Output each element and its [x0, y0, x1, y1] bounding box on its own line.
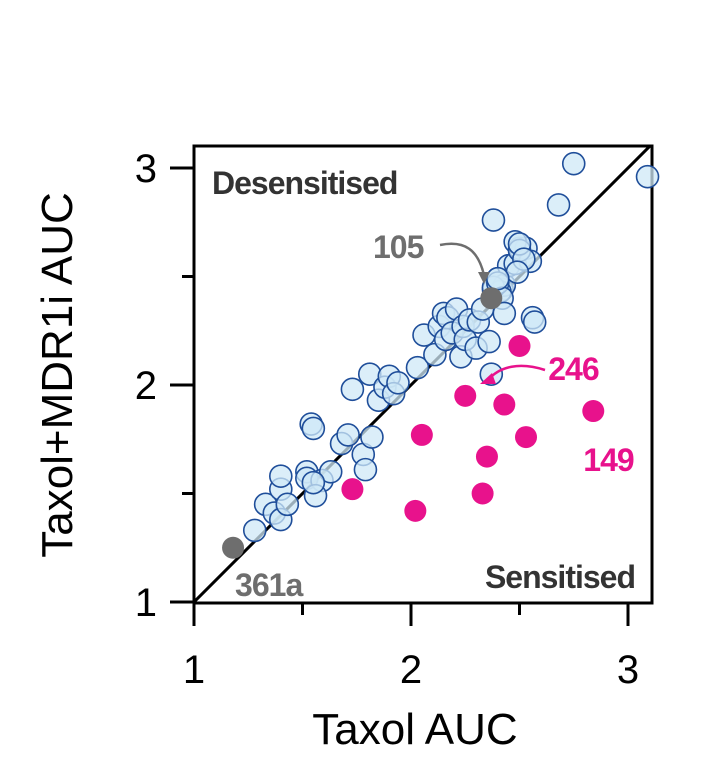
highlight-point	[508, 334, 531, 357]
highlight-point	[410, 423, 433, 446]
x-tick-label: 2	[400, 648, 422, 692]
highlight-point	[341, 478, 364, 501]
open-point	[386, 371, 410, 395]
open-point	[561, 151, 586, 176]
open-point	[353, 457, 378, 482]
highlight-point	[515, 426, 538, 449]
desensitised-label: Desensitised	[212, 165, 397, 201]
highlight-point	[582, 400, 605, 423]
annotation-arrowhead-246	[480, 373, 496, 384]
y-axis-label: Taxol+MDR1i AUC	[33, 192, 82, 558]
open-point	[301, 416, 326, 441]
open-point	[481, 208, 506, 232]
open-point	[318, 459, 343, 484]
open-point	[336, 423, 360, 447]
sensitised-label: Sensitised	[485, 559, 635, 595]
open-point	[546, 193, 571, 217]
open-point	[275, 492, 300, 517]
reference-point	[480, 287, 503, 310]
highlight-point	[454, 384, 477, 407]
highlight-point	[493, 393, 516, 416]
annotation-label-246: 246	[548, 351, 599, 387]
annotation-arrow-105	[439, 242, 486, 276]
open-point	[492, 301, 517, 326]
annotation-label-149: 149	[583, 442, 634, 478]
open-point	[301, 470, 326, 495]
open-point	[505, 260, 530, 284]
tick-labels: 11 2 2 3 3	[135, 147, 639, 692]
x-tick-label: 1	[183, 648, 205, 692]
annotation-arrowhead-105	[478, 272, 490, 284]
open-point	[360, 425, 384, 449]
open-point	[477, 329, 501, 354]
y-tick-label: 2	[135, 364, 157, 408]
annotation-label-105: 105	[373, 229, 424, 265]
open-point	[522, 310, 547, 334]
open-point	[340, 377, 365, 402]
x-tick-label: 3	[617, 648, 639, 692]
open-point	[635, 164, 660, 189]
annotation-label-361a: 361a	[235, 567, 303, 603]
y-tick-label: 1	[135, 581, 157, 625]
open-point	[405, 355, 430, 380]
y-tick-label: 3	[135, 147, 157, 191]
open-point	[268, 464, 293, 488]
reference-point	[222, 536, 245, 559]
x-axis-label: Taxol AUC	[312, 705, 517, 754]
highlight-point	[475, 445, 498, 468]
highlight-point	[471, 482, 494, 505]
highlight-point	[404, 499, 427, 522]
axis-ticks	[170, 166, 630, 626]
open-point	[242, 518, 267, 543]
annotations: 105 361a 246 149	[235, 229, 635, 603]
plot-frame	[192, 144, 654, 605]
open-point	[485, 266, 510, 291]
